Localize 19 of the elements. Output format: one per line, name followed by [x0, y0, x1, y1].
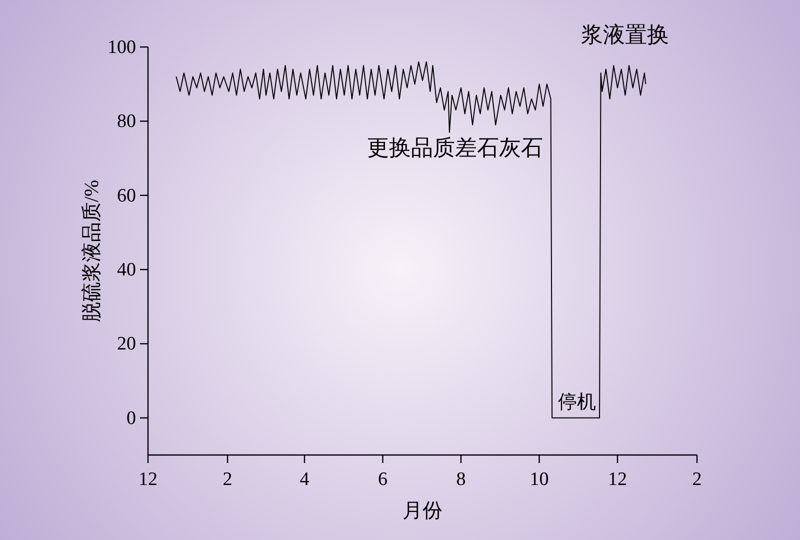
x-tick-label: 12: [138, 469, 158, 490]
x-tick-label: 8: [456, 469, 466, 490]
x-tick-label: 4: [300, 469, 310, 490]
x-tick-label: 6: [378, 469, 388, 490]
x-tick-label: 10: [530, 469, 549, 490]
x-tick-label: 12: [608, 469, 627, 490]
x-tick-label: 2: [692, 469, 702, 490]
y-tick-label: 80: [117, 111, 136, 132]
y-axis-title: 脱硫浆液品质/%: [81, 180, 103, 322]
y-tick-label: 20: [117, 334, 136, 355]
y-tick-label: 0: [126, 408, 136, 429]
annotation: 浆液置换: [581, 22, 669, 47]
y-tick-label: 60: [117, 185, 136, 206]
annotation: 更换品质差石灰石: [367, 135, 543, 160]
annotation: 停机: [558, 392, 596, 413]
y-tick-label: 100: [108, 37, 136, 58]
x-axis-title: 月份: [402, 500, 442, 522]
x-tick-label: 2: [222, 469, 232, 490]
y-tick-label: 40: [117, 260, 136, 281]
